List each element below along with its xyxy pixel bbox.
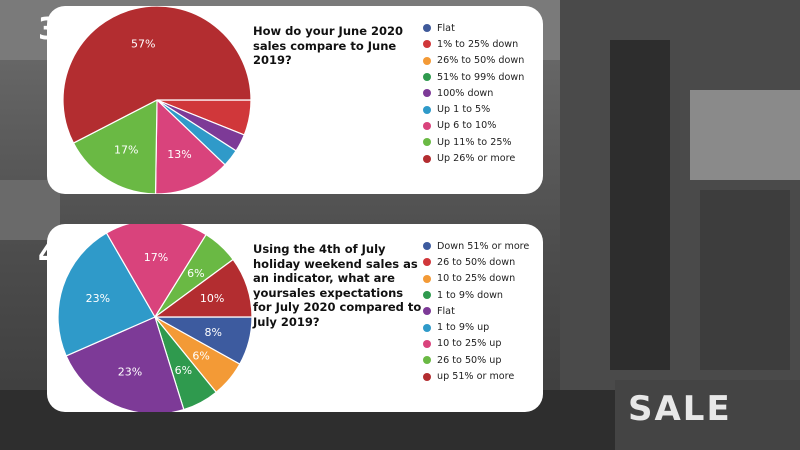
pie-slice-flat	[65, 316, 185, 412]
legend-item-up-11-to-25: Up 11% to 25%	[423, 134, 524, 150]
legend-item-1-to-9-down: 1 to 9% down	[423, 287, 529, 303]
legend-item-up-51-or-more: up 51% or more	[423, 368, 529, 384]
data-label-1-to-9-down: 6%	[175, 364, 192, 377]
legend-swatch	[423, 138, 431, 147]
legend-item-26-to-50-down: 26 to 50% down	[423, 254, 529, 270]
legend-label: 26 to 50% down	[437, 256, 516, 268]
data-label-1-to-9-up: 23%	[86, 292, 110, 305]
data-label-up-51-or-more: 10%	[200, 292, 224, 305]
legend-swatch	[423, 291, 431, 300]
legend-swatch	[423, 258, 431, 267]
sale-sign: SALE	[628, 389, 732, 429]
data-label-10-to-25-down: 6%	[192, 350, 209, 363]
pie-slice-up-6-to-10	[154, 98, 226, 194]
legend-label: 1 to 9% down	[437, 289, 503, 301]
pie-slice-1-to-9-up	[57, 232, 156, 357]
legend-label: Down 51% or more	[437, 240, 530, 252]
pie-slice-10-to-25-up	[105, 224, 207, 319]
legend-label: 26 to 50% up	[437, 354, 502, 366]
legend-label: Flat	[437, 305, 455, 317]
data-label-flat: 23%	[118, 366, 142, 379]
chart-question-july: Using the 4th of July holiday weekend sa…	[253, 242, 422, 329]
legend-label: Up 6 to 10%	[437, 120, 497, 132]
legend-item-100-down: 100% down	[423, 85, 524, 101]
legend-label: 1 to 9% up	[437, 322, 490, 334]
legend-item-1-to-25-down: 1% to 25% down	[423, 36, 524, 52]
pie-slice-up-11-to-25	[72, 99, 158, 194]
legend-swatch	[423, 323, 431, 332]
legend-july: Down 51% or more 26 to 50% down 10 to 25% …	[423, 238, 529, 385]
legend-label: Flat	[437, 22, 455, 34]
legend-item-up-26-or-more: Up 26% or more	[423, 150, 524, 166]
legend-swatch	[423, 339, 431, 348]
legend-label: 10 to 25% up	[437, 338, 502, 350]
pie-slice-up-26-or-more	[62, 6, 252, 144]
chart-card-july-expectations: 8% 6% 6% 23% 23% 17% 6% 10% Using the 4th of Ju…	[47, 224, 543, 412]
data-label-down-51-or-more: 8%	[204, 326, 221, 339]
data-label-up-6-to-10: 13%	[167, 148, 191, 161]
pie-chart-july: 8%6%6%23%23%17%6%10%	[57, 224, 253, 412]
data-label-26-to-50-up: 6%	[187, 267, 204, 280]
legend-label: 51% to 99% down	[437, 71, 525, 83]
legend-item-flat: Flat	[423, 303, 529, 319]
chart-card-june-sales: 13% 17% 57% How do your June 2020 sales co…	[47, 6, 543, 194]
legend-label: 26% to 50% down	[437, 55, 525, 67]
data-label-up-26-or-more: 57%	[131, 37, 155, 50]
legend-swatch	[423, 105, 431, 114]
legend-item-1-to-9-up: 1 to 9% up	[423, 319, 529, 335]
legend-june: Flat 1% to 25% down 26% to 50% down 51% to …	[423, 20, 524, 167]
legend-item-10-to-25-up: 10 to 25% up	[423, 336, 529, 352]
legend-label: 1% to 25% down	[437, 38, 519, 50]
data-label-up-11-to-25: 17%	[114, 144, 138, 157]
legend-swatch	[423, 24, 431, 33]
legend-label: up 51% or more	[437, 371, 515, 383]
legend-label: Up 26% or more	[437, 153, 516, 165]
legend-item-26-to-50-down: 26% to 50% down	[423, 53, 524, 69]
legend-item-up-6-to-10: Up 6 to 10%	[423, 118, 524, 134]
pie-slice-up-51-or-more	[153, 258, 253, 318]
legend-label: 10 to 25% down	[437, 273, 516, 285]
legend-swatch	[423, 356, 431, 365]
legend-swatch	[423, 73, 431, 82]
legend-swatch	[423, 372, 431, 381]
data-label-10-to-25-up: 17%	[144, 251, 168, 264]
legend-item-10-to-25-down: 10 to 25% down	[423, 271, 529, 287]
legend-label: Up 11% to 25%	[437, 136, 512, 148]
legend-item-up-1-to-5: Up 1 to 5%	[423, 101, 524, 117]
legend-swatch	[423, 307, 431, 316]
legend-item-down-51-or-more: Down 51% or more	[423, 238, 529, 254]
legend-swatch	[423, 154, 431, 163]
pie-chart-june: 13% 17% 57%	[62, 6, 252, 194]
legend-item-flat: Flat	[423, 20, 524, 36]
legend-swatch	[423, 274, 431, 283]
legend-item-26-to-50-up: 26 to 50% up	[423, 352, 529, 368]
legend-swatch	[423, 40, 431, 49]
legend-swatch	[423, 242, 431, 251]
legend-label: Up 1 to 5%	[437, 104, 491, 116]
legend-swatch	[423, 121, 431, 130]
legend-item-51-to-99-down: 51% to 99% down	[423, 69, 524, 85]
chart-question-june: How do your June 2020 sales compare to J…	[253, 24, 404, 67]
legend-swatch	[423, 89, 431, 98]
legend-label: 100% down	[437, 87, 494, 99]
legend-swatch	[423, 56, 431, 65]
